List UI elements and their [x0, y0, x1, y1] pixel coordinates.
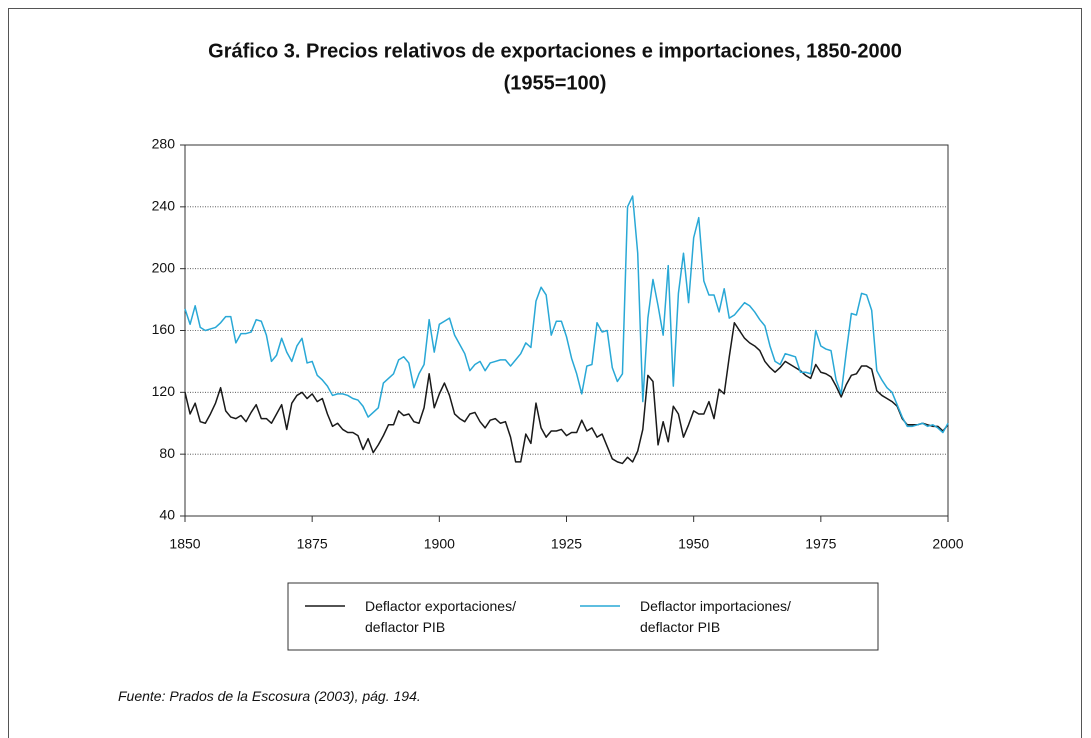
source-note: Fuente: Prados de la Escosura (2003), pá… [118, 688, 421, 704]
legend-label: Deflactor importaciones/ deflactor PIB [640, 598, 791, 635]
y-tick-label: 200 [152, 259, 176, 275]
y-tick-label: 240 [152, 198, 176, 214]
y-tick-label: 160 [152, 321, 176, 337]
legend-box [287, 582, 879, 651]
y-tick-label: 280 [152, 136, 176, 152]
series-line [184, 322, 949, 465]
plot-frame [184, 144, 949, 517]
x-tick-label: 1950 [678, 536, 709, 552]
x-tick-label: 1925 [551, 536, 582, 552]
x-tick-label: 1875 [297, 536, 328, 552]
chart-title: Gráfico 3. Precios relativos de exportac… [208, 40, 902, 62]
y-tick-label: 40 [159, 507, 175, 523]
chart-subtitle: (1955=100) [504, 72, 607, 94]
y-tick-label: 120 [152, 383, 176, 399]
y-tick-label: 80 [159, 445, 175, 461]
x-tick-label: 2000 [932, 536, 963, 552]
series-line [184, 195, 949, 434]
legend-label: Deflactor exportaciones/ deflactor PIB [365, 598, 516, 635]
x-tick-label: 1850 [169, 536, 200, 552]
frame [8, 8, 1082, 738]
x-tick-label: 1975 [805, 536, 836, 552]
x-tick-label: 1900 [424, 536, 455, 552]
